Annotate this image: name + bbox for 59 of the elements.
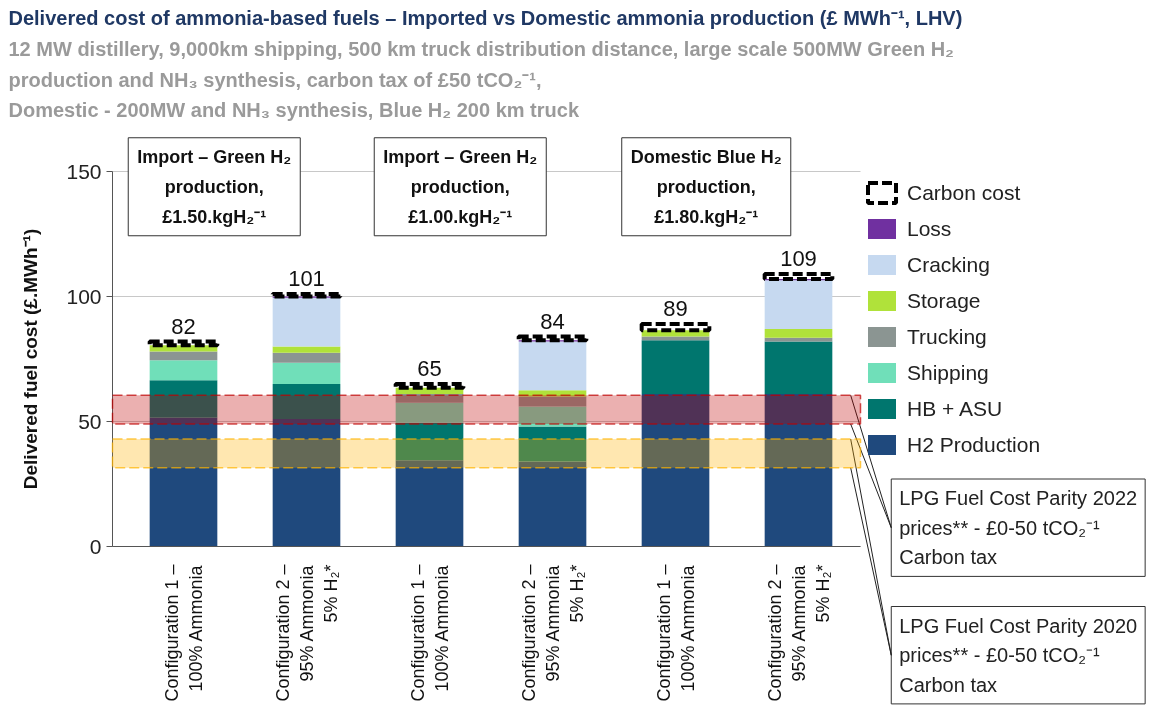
y-tick-label: 150 xyxy=(66,159,102,183)
band-label: LPG Fuel Cost Parity 2022 prices** - £0-50 tCO₂⁻¹ Carbon tax xyxy=(899,487,1138,569)
bar xyxy=(518,341,587,391)
chart-title: Delivered cost of ammonia-based fuels – Imported vs Domestic ammonia production (£ MWh⁻¹, LHV) xyxy=(8,6,963,29)
bar xyxy=(764,280,833,329)
x-tick-label: Configuration 1 – 100% Ammonia xyxy=(161,564,206,702)
bar xyxy=(395,422,464,461)
bar xyxy=(272,346,341,353)
bar xyxy=(641,340,710,394)
legend-label: Cracking xyxy=(907,252,990,277)
total-label: 84 xyxy=(540,308,565,334)
band-label: LPG Fuel Cost Parity 2020 prices** - £0-50 tCO₂⁻¹ Carbon tax xyxy=(899,614,1138,696)
total-label: 82 xyxy=(171,313,196,339)
bar xyxy=(764,329,833,338)
y-tick-label: 100 xyxy=(66,284,102,308)
total-label: 101 xyxy=(288,266,325,291)
total-label: 89 xyxy=(663,296,688,321)
bar xyxy=(149,351,218,361)
bar xyxy=(395,394,464,403)
bar xyxy=(518,461,587,547)
annotation: Import – Green H₂ production, £1.50.kgH₂⁻¹ xyxy=(137,146,292,227)
legend-label: HB + ASU xyxy=(907,396,1003,421)
total-label: 65 xyxy=(417,356,442,381)
bar xyxy=(518,396,587,407)
bar xyxy=(272,362,341,384)
legend-label: Storage xyxy=(907,288,981,313)
bar xyxy=(764,394,833,547)
legend-label: H2 Production xyxy=(907,432,1041,457)
x-tick-label: Configuration 2 – 95% Ammonia 5% H₂* xyxy=(764,564,833,702)
bar xyxy=(149,417,218,547)
legend-label: Shipping xyxy=(907,360,989,385)
legend-label: Carbon cost xyxy=(907,180,1021,205)
bar xyxy=(518,406,587,427)
y-axis-title: Delivered fuel cost (£.MWh⁻¹) xyxy=(20,228,41,490)
bar xyxy=(764,337,833,342)
bar xyxy=(518,390,587,397)
bar xyxy=(395,460,464,547)
bar xyxy=(149,380,218,418)
bar xyxy=(272,352,341,363)
x-tick-label: Configuration 1 – 100% Ammonia xyxy=(407,564,452,702)
bar xyxy=(641,394,710,547)
legend-label: Loss xyxy=(907,216,952,241)
x-tick-label: Configuration 2 – 95% Ammonia 5% H₂* xyxy=(518,564,587,702)
annotation: Domestic Blue H₂ production, £1.80.kgH₂⁻¹ xyxy=(630,146,782,227)
bar xyxy=(149,360,218,381)
bar xyxy=(272,384,341,419)
legend-label: Trucking xyxy=(907,324,987,349)
x-tick-label: Configuration 1 – 100% Ammonia xyxy=(653,564,698,702)
x-tick-label: Configuration 2 – 95% Ammonia 5% H₂* xyxy=(272,564,341,702)
y-tick-label: 50 xyxy=(78,409,102,433)
total-label: 109 xyxy=(780,246,817,271)
chart-subtitle: 12 MW distillery, 9,000km shipping, 500 km truck distribution distance, large scale 500MW Green H₂ production and NH₃ synthesis, carbon tax of £50 tCO₂⁻¹, Domestic - 200MW and NH₃ synthesis, Blue H₂ 200 km truck xyxy=(8,37,954,122)
bar xyxy=(764,341,833,394)
annotation: Import – Green H₂ production, £1.00.kgH₂⁻¹ xyxy=(383,146,538,227)
bar xyxy=(272,419,341,547)
bar xyxy=(518,426,587,462)
bar xyxy=(272,297,341,347)
y-tick-label: 0 xyxy=(89,534,102,558)
bar xyxy=(395,402,464,423)
